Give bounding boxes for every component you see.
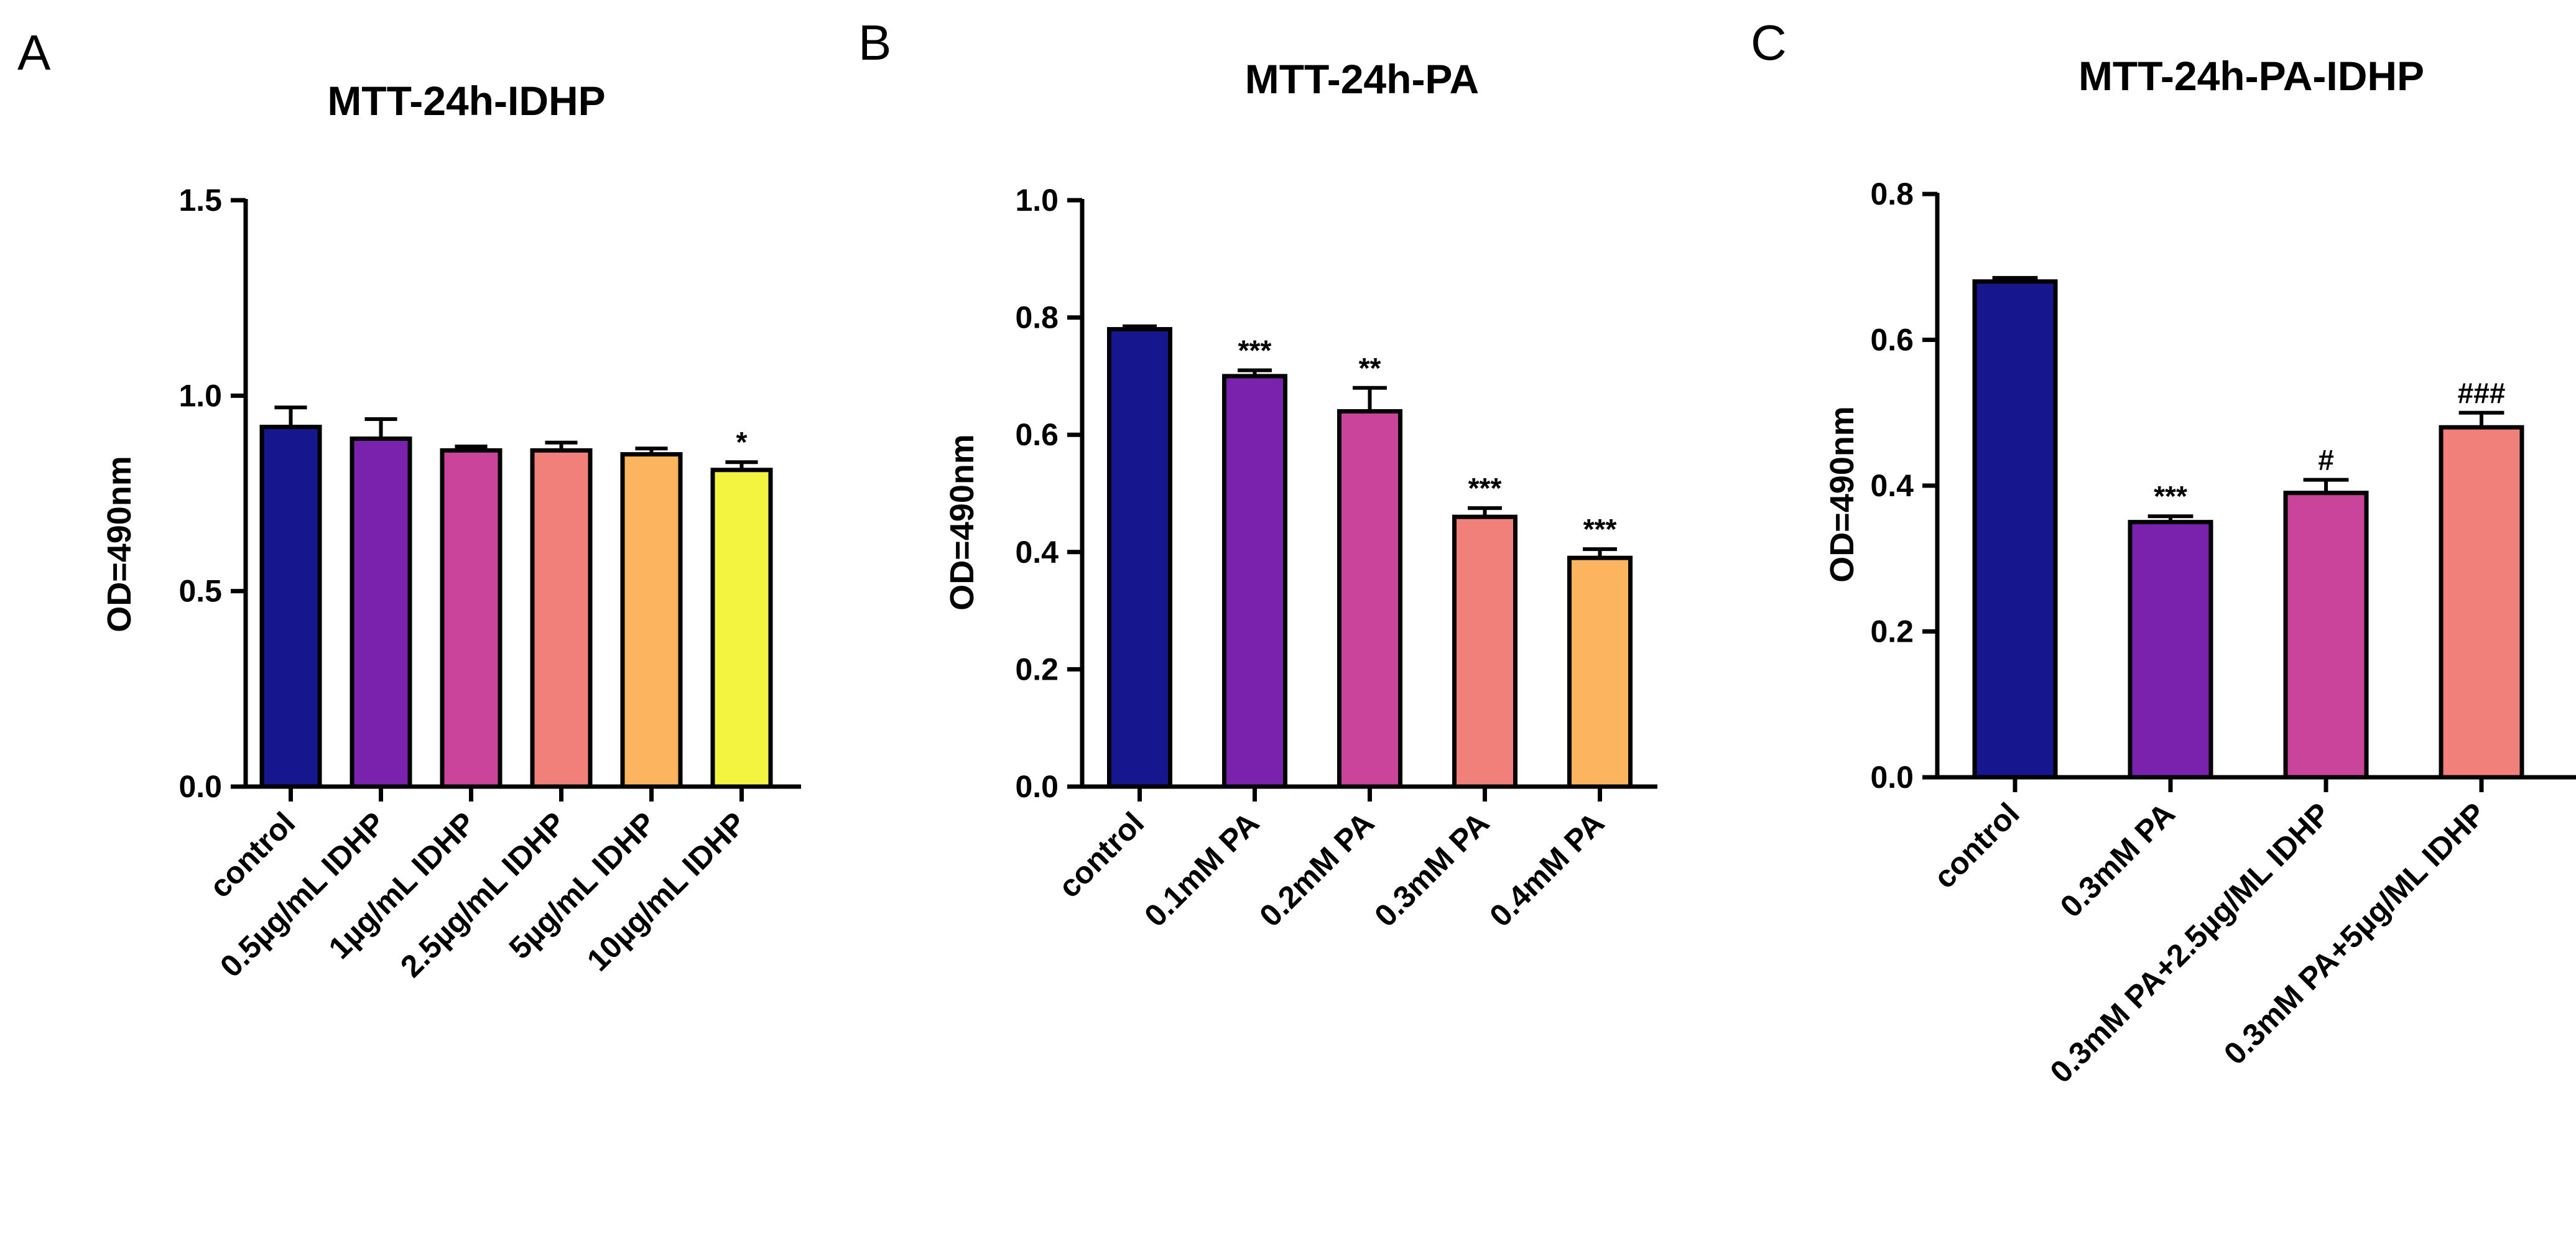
- panel-b-y-tick-label-0: 0.0: [1015, 769, 1059, 804]
- panel-b-y-axis-label: OD=490nm: [943, 434, 981, 611]
- panel-a-y-tick-label-2: 1.0: [178, 378, 222, 413]
- panel-b-bar-3: [1452, 514, 1517, 789]
- panel-c-x-tick-label-1: 0.3mM PA: [2054, 796, 2182, 924]
- panel-a-significance-5: *: [736, 426, 748, 458]
- panel-b-x-tick-label-2: 0.2mM PA: [1253, 805, 1381, 933]
- panel-a-y-tick-label-0: 0.0: [178, 769, 222, 804]
- panel-c-letter: C: [1751, 15, 1787, 70]
- panel-a-x-tick-label-1: 0.5µg/mL IDHP: [213, 805, 392, 984]
- panel-a-title: MTT-24h-IDHP: [327, 78, 605, 124]
- panel-c-y-tick-label-1: 0.2: [1870, 614, 1914, 649]
- panel-c-significance-1: ***: [2154, 480, 2187, 512]
- panel-c-significance-3: ###: [2458, 377, 2506, 409]
- panel-b-significance-3: ***: [1468, 472, 1502, 504]
- panel-c-y-tick-label-2: 0.4: [1870, 468, 1914, 503]
- panel-b-x-tick-label-4: 0.4mM PA: [1483, 805, 1611, 933]
- panel-a-x-tick-label-5: 10µg/mL IDHP: [580, 805, 753, 977]
- panel-b-title: MTT-24h-PA: [1245, 56, 1479, 102]
- panel-b-plot: ***********0.00.20.40.60.81.0control0.1m…: [1015, 183, 1657, 933]
- panel-c-title: MTT-24h-PA-IDHP: [2078, 53, 2424, 99]
- panel-b-bar-2: [1337, 409, 1402, 789]
- panel-b-significance-1: ***: [1238, 334, 1272, 366]
- panel-b-y-tick-label-2: 0.4: [1015, 535, 1059, 570]
- panel-c-significance-2: #: [2318, 444, 2334, 476]
- panel-a-y-tick-label-3: 1.5: [178, 183, 222, 218]
- panel-c-bar-3: [2439, 425, 2524, 780]
- panel-a-letter: A: [17, 25, 51, 80]
- panel-c-y-axis-label: OD=490nm: [1823, 406, 1861, 583]
- panel-b-y-tick-label-1: 0.2: [1015, 652, 1059, 686]
- panel-b-x-tick-label-1: 0.1mM PA: [1137, 805, 1266, 933]
- panel-a-bar-0: [259, 425, 322, 789]
- panel-c-x-tick-label-2: 0.3mM PA+2.5µg/ML IDHP: [2044, 796, 2337, 1089]
- panel-c: C MTT-24h-PA-IDHP OD=490nm ***####0.00.2…: [1751, 15, 2576, 1089]
- panel-b-significance-2: **: [1359, 352, 1381, 384]
- panel-b-bar-4: [1567, 555, 1633, 789]
- panel-b-x-tick-label-0: control: [1052, 805, 1151, 904]
- panel-b-y-tick-label-5: 1.0: [1015, 183, 1059, 218]
- panel-c-x-tick-label-0: control: [1927, 796, 2026, 895]
- panel-a-bar-3: [530, 448, 593, 789]
- panel-a: A MTT-24h-IDHP OD=490nm *0.00.51.01.5con…: [17, 25, 801, 984]
- panel-c-y-tick-label-3: 0.6: [1870, 323, 1914, 358]
- panel-c-y-tick-label-0: 0.0: [1870, 760, 1914, 795]
- panel-b: B MTT-24h-PA OD=490nm ***********0.00.20…: [858, 15, 1657, 933]
- panel-a-bar-2: [440, 448, 503, 789]
- panel-a-bar-5: [710, 468, 773, 789]
- panel-c-x-tick-label-3: 0.3mM PA+5µg/ML IDHP: [2217, 796, 2493, 1071]
- panel-c-y-tick-label-4: 0.8: [1870, 177, 1914, 211]
- panel-c-bar-0: [1972, 279, 2058, 780]
- panel-a-y-axis-label: OD=490nm: [101, 456, 138, 632]
- panel-b-bar-0: [1107, 326, 1172, 789]
- panel-a-bar-1: [350, 436, 412, 789]
- panel-b-letter: B: [858, 15, 891, 70]
- panel-b-y-tick-label-3: 0.6: [1015, 417, 1059, 452]
- panel-a-y-tick-label-1: 0.5: [178, 574, 222, 609]
- panel-a-bar-4: [620, 452, 683, 789]
- panel-b-bar-1: [1222, 374, 1287, 789]
- panel-c-bar-2: [2283, 491, 2369, 780]
- panel-b-x-tick-label-3: 0.3mM PA: [1368, 805, 1496, 933]
- panel-b-y-tick-label-4: 0.8: [1015, 300, 1059, 335]
- panel-a-x-tick-label-3: 2.5µg/mL IDHP: [394, 805, 572, 984]
- panel-c-bar-1: [2128, 520, 2213, 780]
- panel-b-significance-4: ***: [1583, 513, 1617, 545]
